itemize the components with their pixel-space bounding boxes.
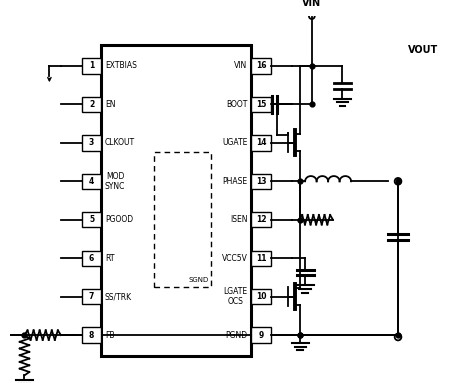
Text: SGND: SGND	[188, 277, 208, 283]
Text: 11: 11	[256, 254, 266, 263]
Text: EN: EN	[105, 100, 116, 109]
Text: 15: 15	[256, 100, 266, 109]
Text: 2: 2	[89, 100, 94, 109]
Text: 6: 6	[89, 254, 94, 263]
Text: 13: 13	[256, 177, 266, 186]
Text: VOUT: VOUT	[408, 45, 438, 55]
Text: BOOT: BOOT	[226, 100, 248, 109]
Bar	[252, 97, 270, 112]
Text: VIN: VIN	[302, 0, 321, 8]
Bar	[252, 250, 270, 266]
Bar	[82, 58, 101, 74]
Text: ISEN: ISEN	[230, 215, 248, 224]
Bar	[82, 327, 101, 343]
Text: CLKOUT: CLKOUT	[105, 138, 135, 147]
Bar	[252, 289, 270, 304]
Text: MOD
SYNC: MOD SYNC	[105, 172, 125, 191]
Text: 12: 12	[256, 215, 266, 224]
Text: LGATE
OCS: LGATE OCS	[224, 287, 248, 306]
Bar	[252, 212, 270, 228]
Bar	[82, 97, 101, 112]
Text: PHASE: PHASE	[223, 177, 248, 186]
Bar	[82, 289, 101, 304]
Text: 1: 1	[89, 61, 94, 70]
Text: PGOOD: PGOOD	[105, 215, 133, 224]
Text: UGATE: UGATE	[222, 138, 248, 147]
Text: PGND: PGND	[225, 331, 248, 340]
Text: 5: 5	[89, 215, 94, 224]
Bar	[82, 173, 101, 189]
Text: RT: RT	[105, 254, 114, 263]
Bar	[252, 327, 270, 343]
Text: FB: FB	[105, 331, 114, 340]
Bar	[82, 250, 101, 266]
Bar	[82, 135, 101, 151]
Text: 8: 8	[89, 331, 94, 340]
Bar	[82, 212, 101, 228]
Text: EXTBIAS: EXTBIAS	[105, 61, 137, 70]
Bar	[154, 152, 211, 287]
Bar	[252, 173, 270, 189]
Bar	[252, 58, 270, 74]
Text: 7: 7	[89, 292, 94, 301]
Text: VIN: VIN	[234, 61, 248, 70]
Text: 16: 16	[256, 61, 266, 70]
Text: 9: 9	[258, 331, 264, 340]
Text: 4: 4	[89, 177, 94, 186]
Text: 14: 14	[256, 138, 266, 147]
Bar	[101, 45, 252, 356]
Text: VCC5V: VCC5V	[222, 254, 248, 263]
Text: SS/TRK: SS/TRK	[105, 292, 132, 301]
Text: 3: 3	[89, 138, 94, 147]
Text: 10: 10	[256, 292, 266, 301]
Bar	[252, 135, 270, 151]
